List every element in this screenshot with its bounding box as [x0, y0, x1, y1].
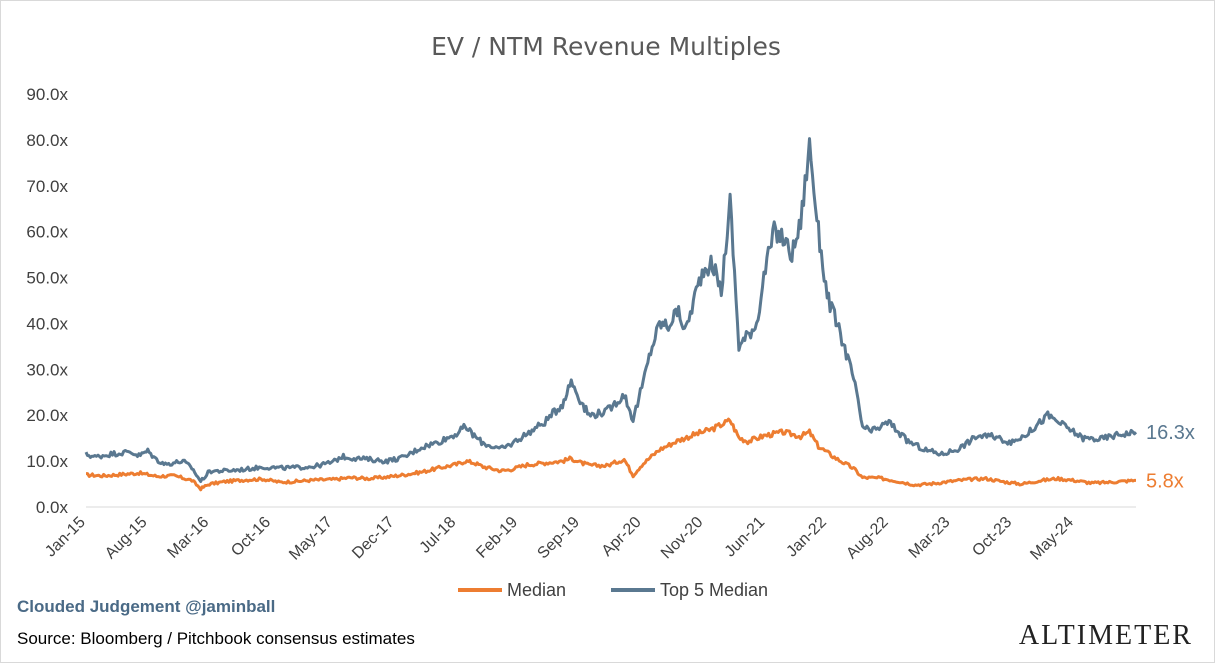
x-axis: Jan-15 Aug-15 Mar-16 Oct-16 May-17 Dec-17 Jul-…	[42, 506, 1136, 564]
source-text: Source: Bloomberg / Pitchbook consensus …	[17, 629, 415, 648]
x-tick-label: Jul-18	[417, 514, 460, 557]
x-tick-label: Jun-21	[722, 514, 769, 561]
series-line-top-5-median	[84, 137, 1138, 483]
legend: Median Top 5 Median	[458, 580, 768, 600]
brand-logo-text: ALTIMETER	[1018, 620, 1193, 651]
end-labels: 5.8x 16.3x	[1146, 422, 1195, 492]
y-tick-label: 0.0x	[36, 498, 69, 517]
y-tick-label: 70.0x	[26, 177, 68, 196]
x-tick-label: Aug-22	[843, 514, 892, 563]
y-tick-label: 10.0x	[26, 452, 68, 471]
x-tick-label: Jan-22	[783, 514, 830, 561]
y-tick-label: 90.0x	[26, 85, 68, 104]
x-tick-label: Mar-16	[164, 514, 212, 562]
x-tick-label: Sep-19	[534, 514, 583, 563]
x-tick-label: Oct-23	[969, 514, 1015, 560]
x-tick-label: Jan-15	[42, 514, 89, 561]
x-tick-label: Dec-17	[349, 514, 398, 563]
end-value-label: 5.8x	[1146, 470, 1184, 492]
y-axis: 0.0x 10.0x 20.0x 30.0x 40.0x 50.0x 60.0x 70.0x 8…	[26, 85, 68, 517]
y-tick-label: 40.0x	[26, 314, 68, 333]
y-tick-label: 80.0x	[26, 131, 68, 150]
series-line-median	[86, 417, 1136, 492]
x-tick-label: Nov-20	[658, 514, 707, 563]
x-tick-label: Oct-16	[228, 514, 274, 560]
x-tick-label: May-17	[286, 514, 336, 564]
y-tick-label: 30.0x	[26, 360, 68, 379]
x-tick-label: May-24	[1027, 514, 1077, 564]
end-value-label: 16.3x	[1146, 422, 1195, 444]
x-tick-label: Feb-19	[473, 514, 521, 562]
y-tick-label: 50.0x	[26, 269, 68, 288]
legend-label: Median	[507, 580, 566, 600]
x-tick-label: Apr-20	[599, 514, 645, 560]
y-tick-label: 20.0x	[26, 406, 68, 425]
series-layer	[84, 137, 1138, 492]
brand-logo: ALTIMETER	[1019, 620, 1193, 652]
x-tick-label: Mar-23	[906, 514, 954, 562]
x-tick-label: Aug-15	[102, 514, 151, 563]
credit-text: Clouded Judgement @jaminball	[17, 597, 276, 616]
chart-title: EV / NTM Revenue Multiples	[431, 32, 781, 61]
legend-label: Top 5 Median	[660, 580, 768, 600]
y-tick-label: 60.0x	[26, 223, 68, 242]
